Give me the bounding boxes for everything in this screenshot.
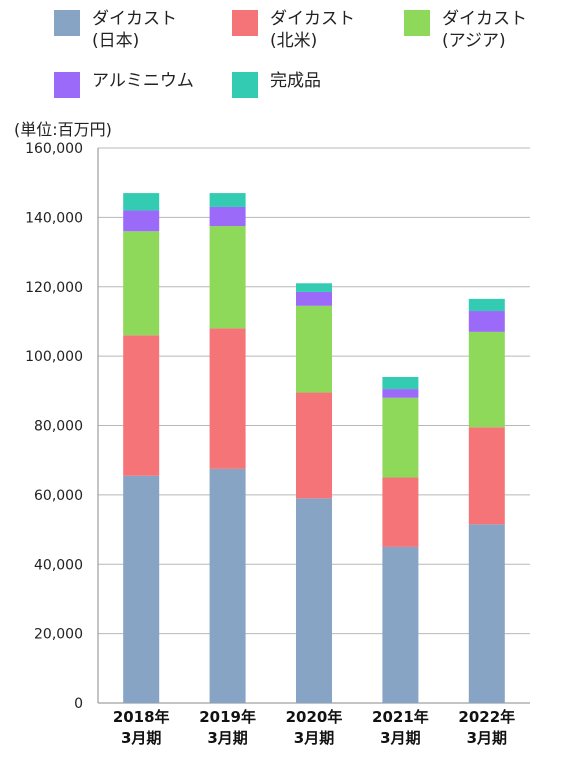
legend-swatch [404,10,430,36]
legend-label: ダイカスト (アジア) [442,9,527,51]
bar-segment [468,298,505,312]
bar-segment [382,376,419,390]
bar-segment [209,226,246,329]
legend-swatch [232,72,258,98]
legend-label: ダイカスト (日本) [92,9,177,51]
bar-segment [209,468,246,703]
x-tick-label: 2021年 [372,708,429,726]
y-tick-label: 40,000 [34,557,83,573]
bar-segment [209,206,246,227]
bar-segment [123,210,160,232]
bar-segment [296,291,332,306]
y-tick-label: 0 [74,696,83,712]
bar-segment [468,311,505,332]
bar-segment [382,546,419,703]
bar-segment [296,498,332,703]
unit-label: (単位:百万円) [14,120,112,139]
y-tick-label: 140,000 [25,210,83,226]
y-tick-label: 160,000 [25,141,83,157]
x-tick-label: 2022年 [458,708,515,726]
x-tick-label: 3月期 [380,729,420,747]
y-tick-label: 120,000 [25,280,83,296]
y-tick-label: 20,000 [34,627,83,643]
legend-label: ダイカスト (北米) [270,9,355,51]
bar-segment [123,335,160,476]
bar-segment [468,524,505,703]
x-tick-label: 2019年 [199,708,256,726]
chart-legend: ダイカスト (日本) ダイカスト (北米) ダイカスト (アジア) アルミニウム 完成品 [0,0,581,100]
y-tick-label: 80,000 [34,419,83,435]
bar-segment [382,389,419,398]
legend-item-1: ダイカスト (北米) [232,8,355,52]
x-tick-label: 3月期 [207,729,247,747]
bar-segment [468,331,505,428]
legend-swatch [54,10,80,36]
bar-segment [209,328,246,469]
legend-swatch [54,72,80,98]
legend-label: アルミニウム [92,71,194,91]
bar-segment [296,305,332,393]
x-tick-label: 3月期 [294,729,334,747]
x-tick-label: 2018年 [113,708,170,726]
y-tick-label: 60,000 [34,488,83,504]
x-tick-label: 2020年 [286,708,343,726]
bar-segment [296,283,332,292]
legend-item-0: ダイカスト (日本) [54,8,177,52]
y-tick-label: 100,000 [25,349,83,365]
bar-segment [296,392,332,499]
x-tick-label: 3月期 [121,729,161,747]
bar-segment [123,475,160,703]
bar-segment [123,231,160,336]
bar-segment [209,193,246,207]
bar-segment [123,193,160,211]
legend-swatch [232,10,258,36]
legend-item-4: 完成品 [232,70,321,98]
bar-segment [382,397,419,478]
bar-segment [382,477,419,547]
bar-segment [468,427,505,525]
legend-item-3: アルミニウム [54,70,194,98]
legend-item-2: ダイカスト (アジア) [404,8,527,52]
legend-label: 完成品 [270,71,321,91]
x-tick-label: 3月期 [467,729,507,747]
